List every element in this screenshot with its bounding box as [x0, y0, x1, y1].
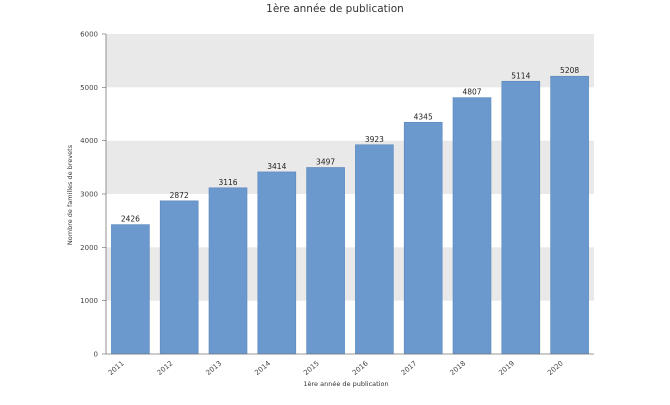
x-tick-label: 2011 [107, 359, 126, 377]
y-tick-label: 3000 [80, 191, 98, 199]
data-label: 5114 [511, 71, 530, 80]
x-axis-title: 1ère année de publication [303, 380, 388, 388]
bar [550, 75, 589, 355]
x-tick-label: 2015 [302, 359, 321, 377]
data-label: 2426 [121, 215, 140, 224]
x-tick-labels: 2011 2012 2013 2014 2015 2016 2017 2018 2019 2020 [107, 359, 565, 377]
data-label: 4807 [462, 88, 481, 97]
y-tick-label: 1000 [80, 297, 98, 305]
chart-title: 1ère année de publication [266, 3, 404, 15]
x-tick-label: 2020 [546, 359, 565, 377]
x-tick-label: 2013 [204, 359, 223, 377]
y-axis-title: Nombre de familles de brevets [66, 144, 74, 245]
data-label: 4345 [414, 112, 433, 121]
data-label: 3923 [365, 135, 384, 144]
x-tick-label: 2016 [351, 359, 370, 377]
data-label: 2872 [170, 191, 189, 200]
y-tick-label: 4000 [80, 137, 98, 145]
data-label: 3414 [267, 162, 286, 171]
data-label: 3497 [316, 157, 335, 166]
y-tick-label: 6000 [80, 31, 98, 39]
bar [452, 97, 492, 355]
data-label: 3116 [218, 178, 237, 187]
bars [111, 75, 589, 355]
bar [159, 200, 199, 355]
bar [111, 224, 150, 355]
x-tick-label: 2017 [400, 359, 419, 377]
y-tick-label: 5000 [80, 84, 98, 92]
x-tick-label: 2014 [253, 359, 272, 377]
y-tick-labels: 0 1000 2000 3000 4000 5000 6000 [80, 31, 106, 359]
bar [208, 187, 248, 355]
x-tick-label: 2019 [497, 359, 516, 377]
bar [403, 121, 443, 355]
bar [501, 80, 541, 355]
data-label: 5208 [560, 66, 579, 75]
y-tick-label: 2000 [80, 244, 98, 252]
bar [257, 171, 297, 355]
grid-band [106, 34, 594, 88]
bar [355, 144, 394, 355]
data-labels: 2426 2872 3116 3414 3497 3923 4345 4807 5114 5208 [121, 66, 580, 223]
y-tick-label: 0 [94, 351, 98, 359]
x-tick-label: 2018 [448, 359, 467, 377]
bar [306, 167, 345, 355]
x-tick-label: 2012 [156, 359, 175, 377]
